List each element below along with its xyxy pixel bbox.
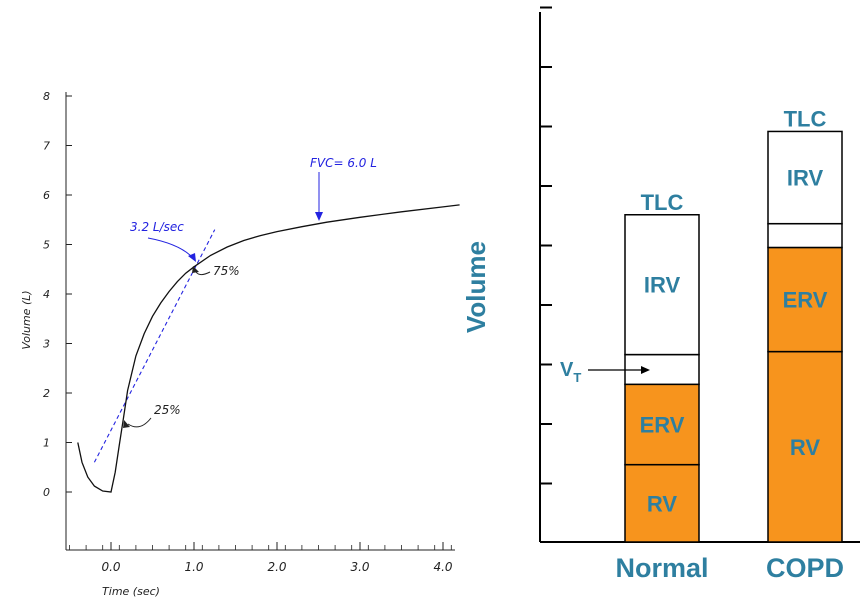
bar-segment-erv-normal [624, 383, 700, 466]
tlc-label: TLC [784, 106, 827, 131]
left-x-axis-label: Time (sec) [102, 585, 160, 598]
bar-segment-irv-copd [767, 130, 843, 225]
left-x-tick-label: 2.0 [267, 560, 286, 574]
category-label-copd: COPD [766, 553, 844, 583]
segment-label-rv: RV [790, 435, 820, 460]
left-y-tick-label: 4 [43, 288, 50, 301]
vt-label-sub: T [573, 370, 581, 385]
left-x-tick-label: 4.0 [433, 560, 452, 574]
bar-segment-erv-copd [767, 246, 843, 353]
bar-segment-vt-copd [767, 222, 843, 249]
left-y-tick-label: 0 [43, 486, 50, 499]
left-y-tick-label: 8 [43, 90, 50, 103]
segment-label-erv: ERV [783, 288, 828, 313]
pct25-arrowhead [123, 420, 130, 428]
volume-time-chart: 0 1 2 3 4 5 6 7 8 0.0 1.0 2.0 3.0 4.0 Volume (L) Tim… [20, 90, 460, 598]
slope-annotation: 3.2 L/sec [130, 220, 184, 234]
fvc-annotation: FVC= 6.0 L [310, 156, 377, 170]
pct75-arrowhead [192, 266, 199, 273]
right-y-axis-label: Volume [461, 241, 491, 333]
fvc-arrowhead [315, 212, 323, 221]
bar-segment-labels: RV ERV IRV TLC Normal RV ERV IRV TLC COPD [615, 106, 844, 583]
left-y-ticks: 0 1 2 3 4 5 6 7 8 [43, 90, 72, 499]
category-label-normal: Normal [615, 553, 708, 583]
left-y-tick-label: 1 [43, 437, 50, 450]
left-x-tick-label: 3.0 [350, 560, 369, 574]
left-y-tick-label: 5 [43, 239, 50, 252]
left-x-ticks: 0.0 1.0 2.0 3.0 4.0 [69, 542, 453, 574]
vt-label-main: V [560, 359, 574, 381]
left-y-tick-label: 3 [43, 338, 50, 351]
stacked-bars [624, 130, 843, 543]
segment-label-irv: IRV [787, 166, 824, 191]
right-y-ticks [540, 6, 552, 485]
left-x-tick-label: 1.0 [184, 560, 203, 574]
bar-segment-rv-copd [767, 350, 843, 543]
slope-arrow [147, 237, 194, 259]
left-y-axis-label: Volume (L) [20, 290, 33, 349]
vt-arrowhead [641, 366, 650, 374]
vt-label: VT [560, 359, 581, 385]
pct25-annotation: 25% [154, 403, 181, 417]
pct75-annotation: 75% [213, 264, 240, 278]
segment-label-rv: RV [647, 491, 677, 516]
tlc-label: TLC [641, 190, 684, 215]
left-y-tick-label: 7 [43, 140, 50, 153]
bar-segment-irv-normal [624, 214, 700, 356]
volume-time-curve [77, 204, 460, 493]
left-y-tick-label: 2 [43, 387, 50, 400]
slope-arrowhead [188, 253, 196, 262]
segment-label-irv: IRV [644, 273, 681, 298]
left-y-tick-label: 6 [43, 189, 50, 202]
segment-label-erv: ERV [640, 412, 685, 437]
pct25-arrow [127, 417, 152, 428]
left-x-tick-label: 0.0 [101, 560, 120, 574]
